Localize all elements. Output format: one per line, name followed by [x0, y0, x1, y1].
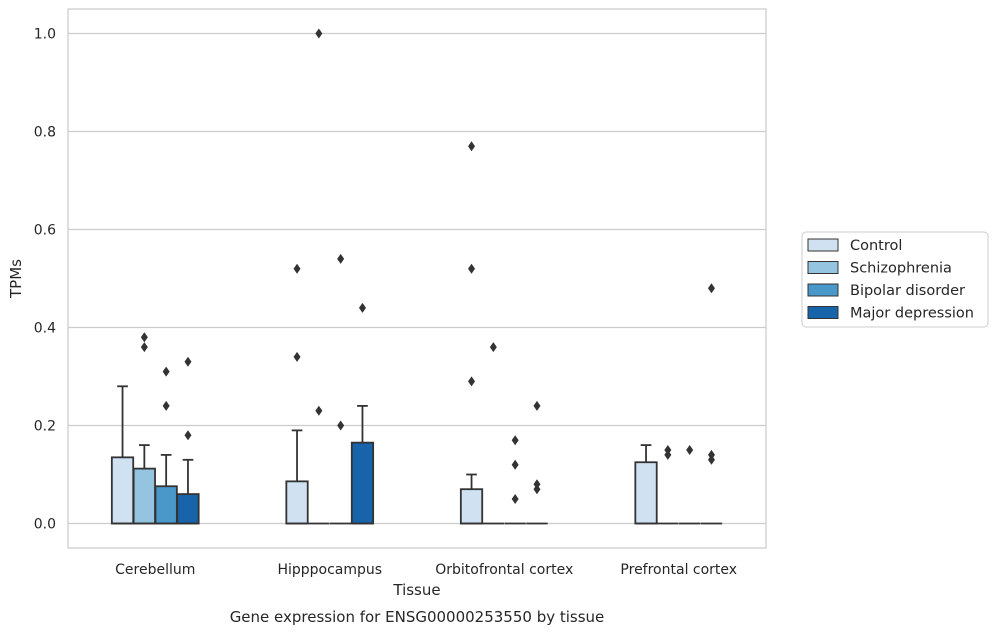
outlier-point	[686, 445, 694, 455]
y-tick-label: 0.8	[34, 125, 56, 141]
legend-label: Bipolar disorder	[850, 283, 965, 299]
x-axis-ticks: Cerebellum Hipppocampus Orbitofrontal cort…	[115, 562, 737, 578]
outlier-point	[337, 253, 345, 264]
legend-swatch	[807, 238, 839, 252]
outlier-point	[664, 449, 672, 460]
outlier-point	[337, 420, 345, 431]
box-body	[132, 467, 156, 525]
y-tick-label: 0.0	[34, 517, 56, 533]
outlier-point	[184, 430, 192, 441]
plot-background	[68, 9, 766, 548]
legend-swatch	[807, 261, 839, 274]
box-bipolar-disorder	[154, 453, 178, 525]
outlier-point	[468, 263, 476, 274]
outlier-point	[293, 263, 301, 274]
outlier-point	[468, 141, 476, 152]
outlier-point	[184, 356, 192, 367]
outlier-point	[489, 342, 497, 353]
plot-frame	[67, 8, 767, 549]
legend-swatch	[807, 306, 839, 319]
legend-frame	[801, 231, 989, 328]
x-axis-label: Tissue	[392, 581, 440, 599]
box-major-depression	[176, 458, 200, 525]
outlier-point	[707, 283, 715, 294]
chart-caption: Gene expression for ENSG00000253550 by t…	[230, 608, 605, 626]
box-body	[176, 493, 200, 525]
outlier-point	[162, 400, 170, 411]
x-tick-label: Cerebellum	[115, 562, 195, 578]
outlier-point	[315, 405, 323, 416]
outlier-point	[468, 376, 476, 387]
x-tick-label: Hipppocampus	[277, 562, 382, 578]
box-control	[110, 385, 135, 525]
outlier-point	[707, 454, 715, 465]
y-tick-label: 0.2	[34, 419, 56, 435]
outlier-group	[140, 28, 715, 504]
outlier-point	[511, 435, 519, 446]
box-body	[634, 461, 658, 525]
outlier-point	[511, 459, 519, 470]
box-body	[459, 488, 484, 525]
box-major-depression	[350, 404, 375, 525]
y-axis-label: TPMs	[7, 259, 25, 299]
legend-label: Major depression	[850, 306, 974, 322]
legend-swatch	[807, 283, 839, 297]
box-body	[110, 456, 135, 525]
box-body	[285, 480, 309, 525]
outlier-point	[293, 351, 301, 362]
box-body	[154, 485, 178, 525]
y-tick-label: 0.6	[34, 223, 56, 239]
box-series-group	[110, 385, 723, 525]
outlier-point	[533, 484, 541, 495]
box-body	[350, 441, 375, 525]
outlier-point	[511, 494, 519, 504]
outlier-point	[140, 342, 148, 353]
box-control	[459, 473, 484, 525]
y-tick-label: 0.4	[34, 321, 56, 337]
outlier-point	[315, 28, 323, 39]
legend-label: Schizophrenia	[850, 261, 952, 277]
outlier-point	[358, 302, 366, 313]
x-tick-label: Orbitofrontal cortex	[435, 562, 573, 578]
outlier-point	[162, 366, 170, 377]
y-axis-ticks: 0.0 0.2 0.4 0.6 0.8 1.0	[34, 27, 56, 533]
x-tick-label: Prefrontal cortex	[620, 562, 737, 578]
box-control	[634, 444, 658, 525]
plot-area	[67, 8, 767, 549]
outlier-point	[140, 332, 148, 343]
box-control	[285, 429, 309, 525]
y-tick-label: 1.0	[34, 27, 56, 43]
legend-label: Control	[850, 238, 902, 254]
legend: Control Schizophrenia Bipolar disorder Majo…	[801, 231, 989, 328]
outlier-point	[533, 400, 541, 411]
